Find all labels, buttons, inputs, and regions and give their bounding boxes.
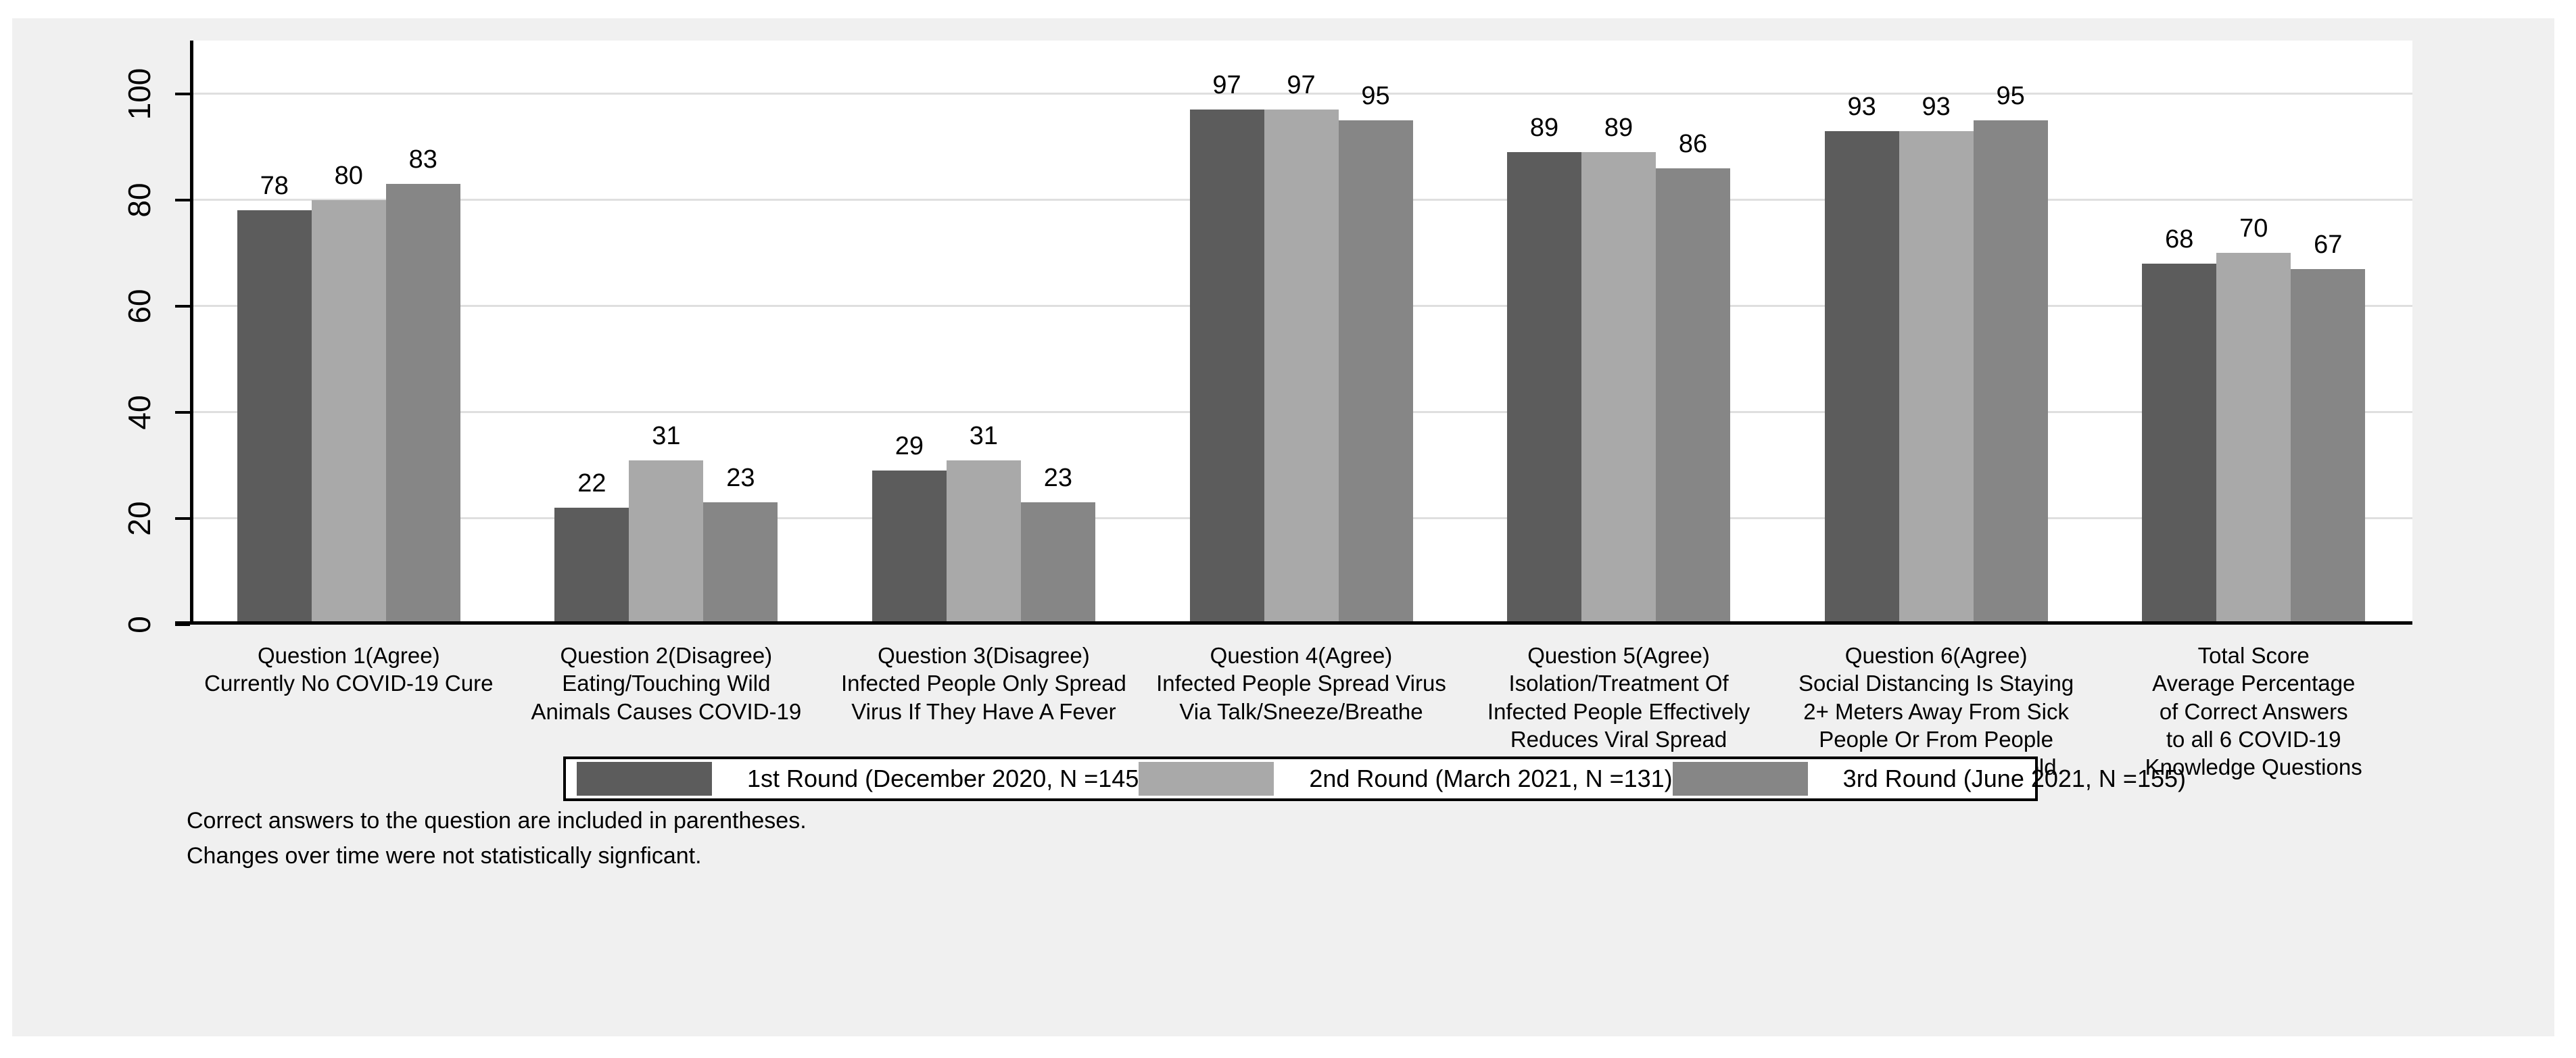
bar: [1189, 110, 1264, 625]
bar-value-label: 22: [577, 469, 606, 498]
bar-value-label: 23: [726, 464, 755, 493]
legend-swatch: [1672, 762, 1808, 796]
bar: [946, 460, 1021, 625]
x-axis-category-label: Question 4(Agree) Infected People Spread…: [1156, 643, 1446, 724]
y-axis-tick-label: 100: [122, 68, 157, 120]
legend-label: 3rd Round (June 2021, N =155): [1842, 765, 2187, 792]
bar: [1656, 168, 1731, 625]
y-axis-tick: [175, 198, 190, 201]
bar: [1020, 502, 1095, 625]
bar: [2291, 268, 2366, 625]
bar-value-label: 89: [1529, 113, 1559, 142]
legend-entry: 2nd Round (March 2021, N =131): [1139, 762, 1673, 796]
bar: [872, 471, 947, 625]
y-axis-tick: [175, 516, 190, 520]
legend-entry: 3rd Round (June 2021, N =155): [1672, 762, 2187, 796]
x-axis-line: [175, 621, 2412, 625]
bar-value-label: 97: [1212, 71, 1241, 100]
bar: [1338, 120, 1413, 625]
bar: [554, 508, 629, 625]
bar: [703, 502, 778, 625]
y-axis-tick: [175, 623, 190, 626]
bar: [1507, 151, 1582, 625]
y-axis-tick-label: 0: [122, 616, 157, 633]
footnote-line: Changes over time were not statistically…: [187, 843, 702, 869]
y-axis-line: [190, 41, 193, 625]
x-axis-category-label: Question 1(Agree) Currently No COVID-19 …: [204, 643, 494, 696]
legend-swatch: [577, 762, 712, 796]
bar: [629, 460, 704, 625]
bar: [1824, 130, 1899, 625]
x-axis-category-label: Question 2(Disagree) Eating/Touching Wil…: [531, 643, 802, 724]
bar-value-label: 97: [1287, 71, 1316, 100]
x-axis-category-label: Question 5(Agree) Isolation/Treatment Of…: [1487, 643, 1750, 752]
bar-value-label: 86: [1678, 129, 1708, 158]
y-axis-tick: [175, 410, 190, 414]
bar: [2142, 263, 2217, 625]
bar: [237, 210, 312, 625]
x-axis-category-label: Total Score Average Percentage of Correc…: [2145, 643, 2362, 779]
bar-value-label: 80: [334, 161, 363, 190]
y-axis-tick: [175, 304, 190, 308]
bar-value-label: 23: [1043, 464, 1073, 493]
bar: [1264, 110, 1339, 625]
legend-swatch: [1139, 762, 1274, 796]
bar: [2216, 253, 2291, 625]
y-axis-tick-label: 20: [122, 501, 157, 536]
bar-value-label: 93: [1922, 92, 1951, 121]
bar-value-label: 78: [260, 172, 289, 201]
bar-value-label: 31: [652, 421, 681, 450]
footnote-line: Correct answers to the question are incl…: [187, 808, 807, 834]
legend-entry: 1st Round (December 2020, N =145: [577, 762, 1139, 796]
bar: [1581, 151, 1656, 625]
bar-value-label: 29: [895, 432, 924, 461]
y-axis-tick-label: 40: [122, 395, 157, 430]
x-axis-category-label: Question 3(Disagree) Infected People Onl…: [840, 643, 1126, 724]
bar-value-label: 95: [1996, 81, 2025, 110]
bar-value-label: 67: [2314, 230, 2343, 259]
bar: [311, 199, 386, 625]
bar: [1899, 130, 1974, 625]
bar-value-label: 95: [1361, 81, 1390, 110]
bar-value-label: 83: [408, 145, 437, 174]
y-gridline: [190, 93, 2412, 95]
bar: [385, 184, 460, 625]
bar-value-label: 70: [2239, 214, 2268, 243]
y-axis-tick-label: 60: [122, 289, 157, 324]
y-axis-tick: [175, 92, 190, 95]
bar-value-label: 89: [1604, 113, 1633, 142]
legend-label: 1st Round (December 2020, N =145: [747, 765, 1139, 792]
plot-area: 0 20 40 60 80 100 78 80 83 22 31 23 29 31 23 97 97 95 89 89…: [122, 41, 2412, 633]
bar-value-label: 68: [2165, 224, 2194, 254]
y-axis-tick-label: 80: [122, 183, 157, 218]
bar-value-label: 31: [969, 421, 999, 450]
chart-canvas: 0 20 40 60 80 100 78 80 83 22 31 23 29 31 23 97 97 95 89 89…: [12, 18, 2554, 1036]
bar-value-label: 93: [1847, 92, 1876, 121]
bar: [1973, 120, 2048, 625]
legend-label: 2nd Round (March 2021, N =131): [1309, 765, 1673, 792]
legend: 1st Round (December 2020, N =145 2nd Roun…: [563, 756, 2186, 801]
